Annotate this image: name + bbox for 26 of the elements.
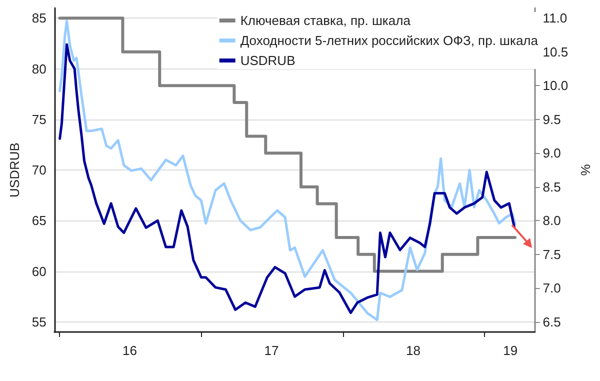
y-tick-label: 55: [32, 314, 46, 330]
y-tick-label: 85: [32, 10, 46, 26]
y-tick-label: 60: [32, 264, 46, 279]
x-tick-label: 19: [503, 343, 518, 358]
y-tick-label: 70: [32, 162, 46, 178]
x-tick-label: 16: [122, 343, 137, 358]
y2-tick-label: 10.5: [542, 44, 568, 60]
y2-tick-label: 7.5: [542, 246, 561, 262]
y2-tick-label: 7.0: [542, 280, 561, 296]
y2-tick-label: 9.0: [542, 146, 561, 161]
y2-tick-label: 8.0: [542, 213, 561, 228]
x-tick-label: 17: [264, 343, 279, 358]
y2-tick-label: 11.0: [542, 10, 568, 26]
y-axis-title: USDRUB: [7, 142, 22, 198]
y2-axis-title: %: [578, 164, 593, 176]
y2-tick-label: 8.5: [542, 179, 561, 194]
y2-tick-label: 9.5: [542, 112, 561, 127]
y-tick-label: 75: [32, 112, 46, 127]
y2-tick-label: 6.5: [542, 314, 561, 330]
y-tick-label: 80: [32, 61, 46, 76]
legend-label: Доходности 5-летних российских ОФЗ, пр. шкала: [240, 33, 539, 48]
y2-tick-label: 10.0: [542, 78, 568, 94]
x-tick-label: 18: [406, 343, 420, 358]
y-tick-label: 65: [32, 213, 46, 228]
legend-label: USDRUB: [240, 53, 296, 68]
legend-label: Ключевая ставка, пр. шкала: [240, 13, 412, 28]
